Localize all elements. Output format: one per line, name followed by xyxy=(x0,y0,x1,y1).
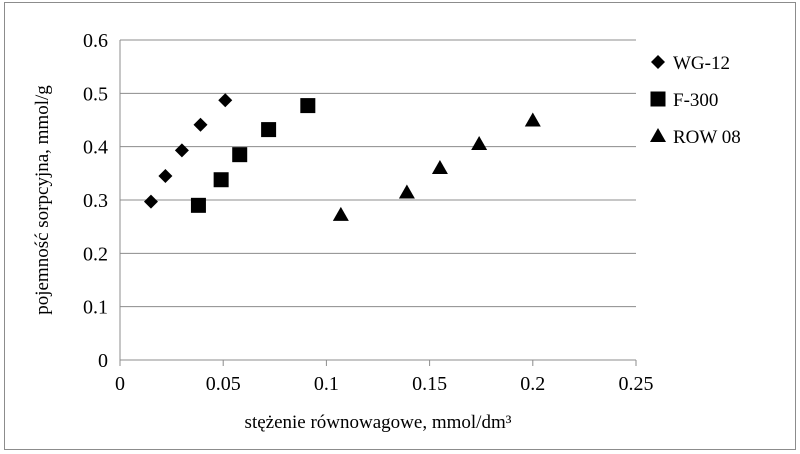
chart-frame xyxy=(4,2,796,450)
data-point-triangle-marker xyxy=(524,112,541,127)
legend-label: ROW 08 xyxy=(673,127,741,148)
data-point-square-marker xyxy=(232,147,248,163)
y-tick-label: 0.2 xyxy=(83,243,108,265)
x-tick-label: 0.15 xyxy=(412,373,447,395)
y-tick-label: 0.6 xyxy=(83,30,108,52)
legend-label: F-300 xyxy=(673,90,718,111)
y-tick-label: 0.5 xyxy=(83,83,108,105)
data-points xyxy=(143,93,541,221)
y-tick-label: 0.4 xyxy=(83,137,108,159)
y-tick-labels: 0 0.1 0.2 0.3 0.4 0.5 0.6 xyxy=(83,30,108,372)
data-point-diamond-marker xyxy=(174,143,189,158)
x-tick-label: 0 xyxy=(115,373,125,395)
gridlines xyxy=(120,39,636,308)
x-tick-label: 0.2 xyxy=(520,373,545,395)
legend-square-marker xyxy=(650,91,666,107)
data-point-square-marker xyxy=(261,122,277,138)
x-tick-label: 0.1 xyxy=(314,373,339,395)
legend-triangle-marker xyxy=(650,128,666,142)
data-point-square-marker xyxy=(300,98,316,114)
x-tick-label: 0.05 xyxy=(206,373,241,395)
data-point-square-marker xyxy=(190,197,206,213)
data-point-diamond-marker xyxy=(218,93,233,108)
data-point-triangle-marker xyxy=(471,136,488,150)
x-tick-labels: 0 0.05 0.1 0.15 0.2 0.25 xyxy=(115,373,654,395)
axes xyxy=(119,40,637,366)
legend: WG-12 F-300 ROW 08 xyxy=(650,53,741,148)
data-point-diamond-marker xyxy=(193,117,208,132)
data-point-triangle-marker xyxy=(431,160,448,174)
y-tick-label: 0.1 xyxy=(83,297,108,319)
legend-label: WG-12 xyxy=(673,53,730,74)
x-tick-label: 0.25 xyxy=(619,373,654,395)
legend-diamond-marker xyxy=(651,55,665,69)
y-axis-title: pojemność sorpcyjna, mmol/g xyxy=(32,85,53,315)
data-point-square-marker xyxy=(213,172,229,188)
y-tick-label: 0.3 xyxy=(83,190,108,212)
data-point-triangle-marker xyxy=(332,206,349,221)
data-point-triangle-marker xyxy=(398,184,415,199)
y-tick-label: 0 xyxy=(98,350,108,372)
x-axis-title: stężenie równowagowe, mmol/dm³ xyxy=(245,412,512,433)
data-point-diamond-marker xyxy=(143,194,158,209)
data-point-diamond-marker xyxy=(158,169,173,183)
